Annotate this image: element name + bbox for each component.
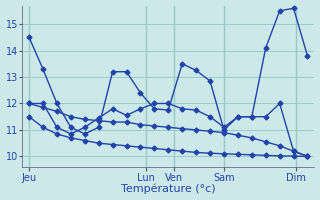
- X-axis label: Température (°c): Température (°c): [121, 184, 216, 194]
